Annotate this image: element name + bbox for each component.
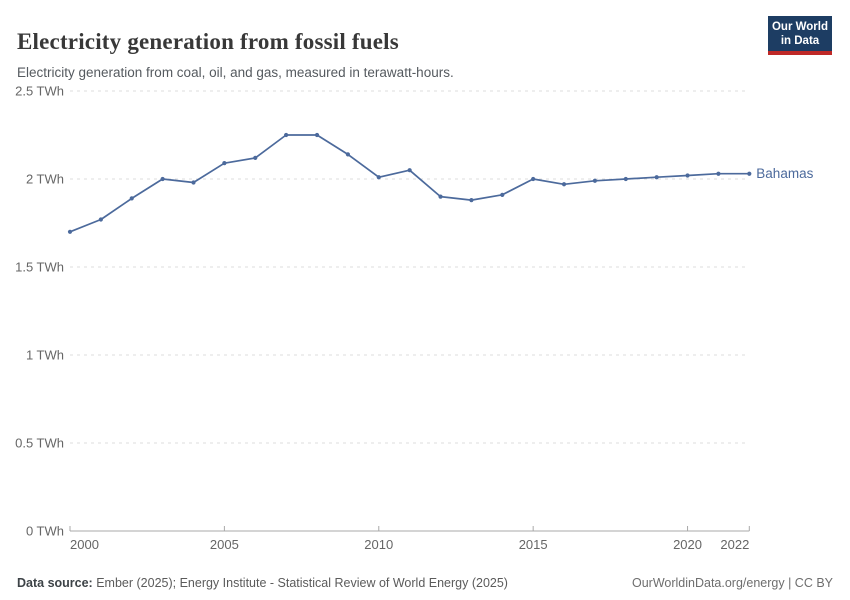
chart-subtitle: Electricity generation from coal, oil, a…	[17, 64, 454, 80]
x-axis-tick-label: 2015	[519, 537, 548, 552]
data-point[interactable]	[561, 182, 567, 187]
page-title: Electricity generation from fossil fuels	[17, 29, 399, 55]
y-axis-tick-label: 1.5 TWh	[15, 260, 64, 275]
x-axis-tick-label: 2010	[364, 537, 393, 552]
series-label-bahamas[interactable]: Bahamas	[756, 166, 813, 181]
data-point[interactable]	[531, 176, 536, 182]
y-axis-tick-label: 2 TWh	[26, 172, 64, 187]
data-source-note: Data source: Ember (2025); Energy Instit…	[17, 576, 508, 590]
y-axis-tick-label: 0.5 TWh	[15, 436, 64, 451]
data-point[interactable]	[716, 171, 721, 176]
data-point[interactable]	[438, 194, 443, 199]
data-point[interactable]	[253, 155, 258, 160]
x-axis-tick-label: 2022	[720, 537, 749, 552]
data-point[interactable]	[623, 176, 628, 182]
data-source-text: Ember (2025); Energy Institute - Statist…	[92, 576, 508, 590]
data-point[interactable]	[747, 171, 752, 176]
attribution-link[interactable]: OurWorldinData.org/energy | CC BY	[631, 576, 833, 590]
data-point[interactable]	[191, 180, 196, 185]
data-point[interactable]	[654, 175, 659, 180]
x-axis-tick-label: 2020	[673, 537, 702, 552]
y-axis-tick-label: 2.5 TWh	[15, 84, 64, 99]
x-axis-tick-label: 2005	[210, 537, 239, 552]
x-axis-tick-label: 2000	[70, 537, 99, 552]
data-point[interactable]	[345, 152, 350, 157]
data-point[interactable]	[284, 132, 289, 138]
series-line-bahamas[interactable]	[69, 134, 751, 233]
data-point[interactable]	[500, 192, 505, 197]
owid-logo-line1: Our World	[771, 21, 828, 33]
data-point[interactable]	[222, 161, 227, 166]
data-point[interactable]	[376, 175, 381, 180]
y-axis-tick-label: 0 TWh	[26, 524, 64, 539]
data-point[interactable]	[129, 196, 134, 201]
data-point[interactable]	[98, 217, 103, 222]
data-point[interactable]	[314, 132, 320, 138]
owid-logo[interactable]: Our World in Data	[768, 16, 832, 56]
data-point[interactable]	[592, 178, 598, 183]
data-point[interactable]	[160, 176, 165, 182]
data-point[interactable]	[469, 198, 474, 203]
data-source-label: Data source:	[17, 576, 93, 590]
y-axis-tick-label: 1 TWh	[26, 348, 64, 363]
data-point[interactable]	[67, 229, 73, 234]
data-point[interactable]	[685, 173, 690, 178]
owid-logo-line2: in Data	[780, 35, 820, 48]
data-point[interactable]	[407, 168, 412, 173]
